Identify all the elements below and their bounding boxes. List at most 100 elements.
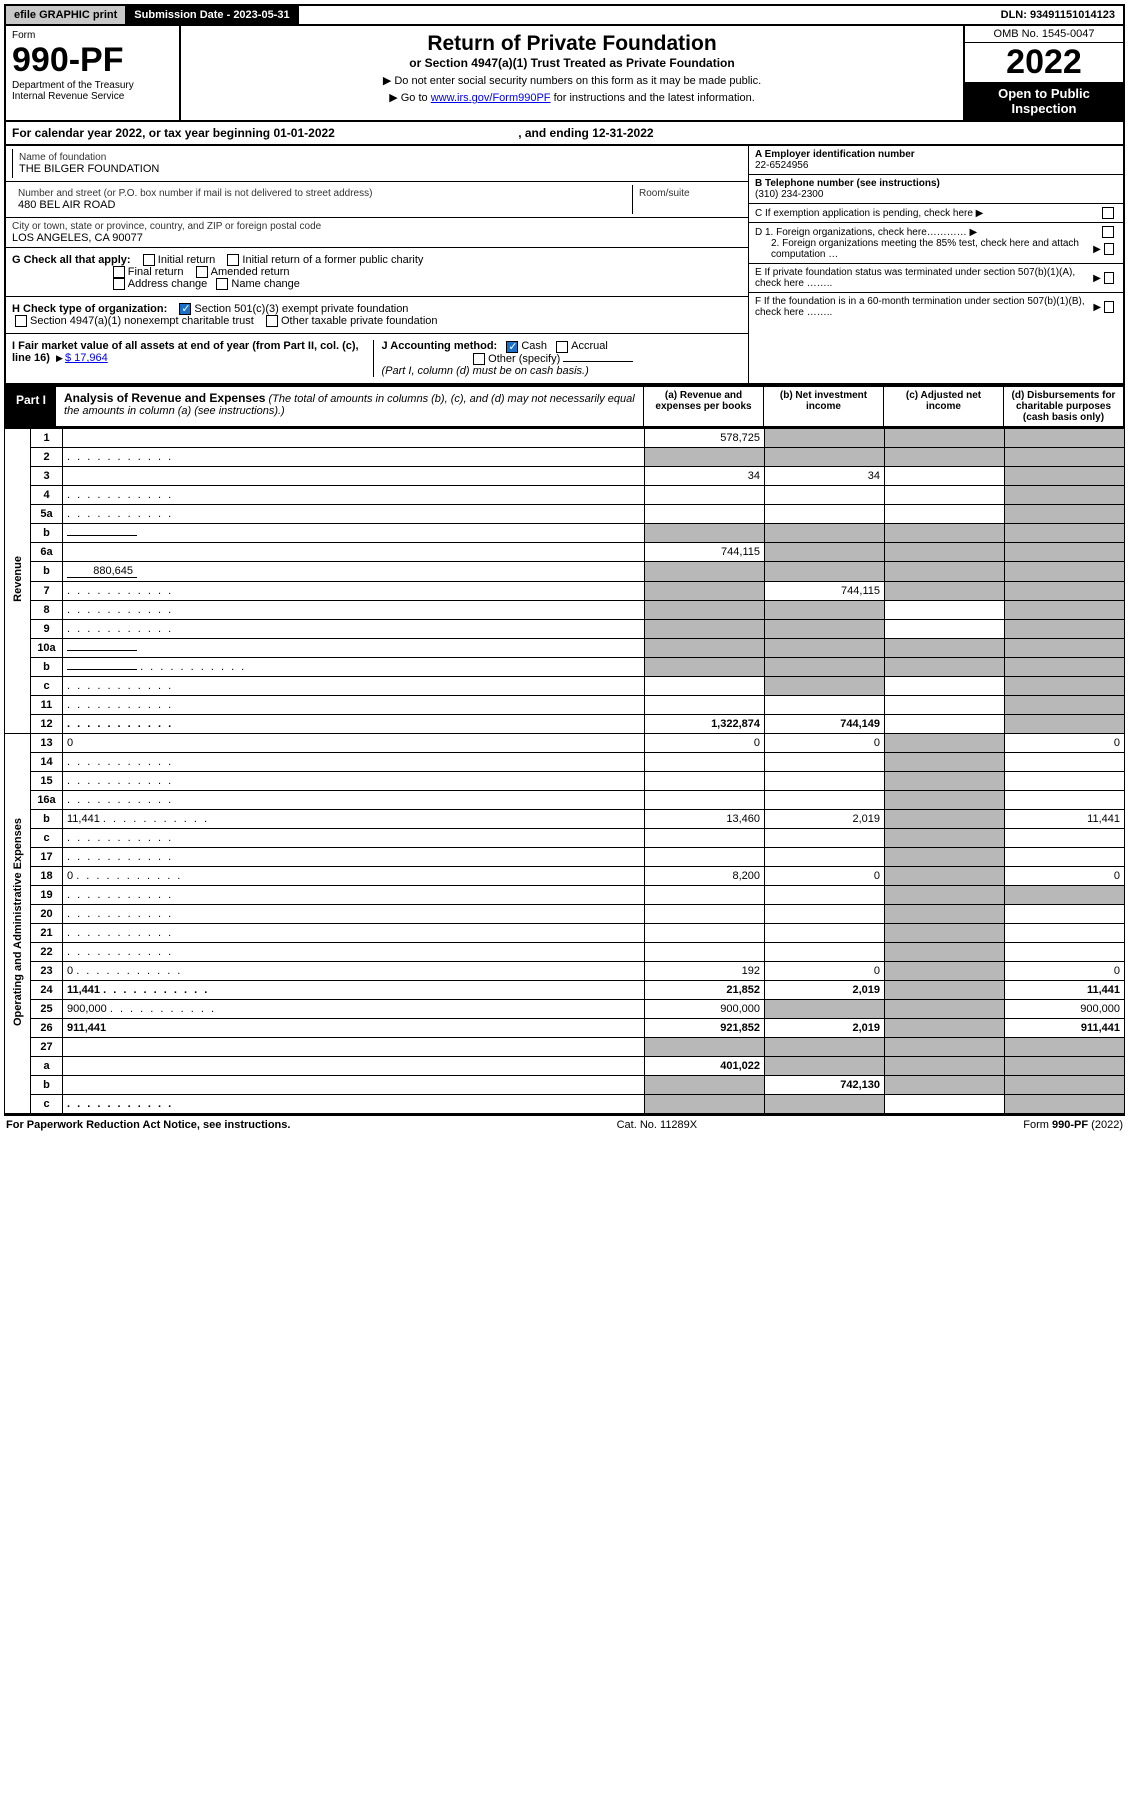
opt-initial-former: Initial return of a former public charit… (242, 254, 423, 266)
side-label-revenue: Revenue (5, 428, 31, 733)
amt-col-b (765, 428, 885, 447)
line-desc (63, 600, 645, 619)
amt-col-d: 11,441 (1005, 809, 1125, 828)
col-b-head: (b) Net investment income (763, 387, 883, 426)
table-row: Revenue1578,725 (5, 428, 1125, 447)
col-d-head: (d) Disbursements for charitable purpose… (1003, 387, 1123, 426)
opt-accrual: Accrual (571, 340, 608, 352)
chk-cash[interactable] (506, 341, 518, 353)
amt-col-d (1005, 428, 1125, 447)
calendar-year-row: For calendar year 2022, or tax year begi… (4, 122, 1125, 146)
chk-d2[interactable] (1104, 243, 1114, 255)
line-number: 24 (31, 980, 63, 999)
line-number: 4 (31, 485, 63, 504)
opt-amended-return: Amended return (211, 266, 290, 278)
amt-col-a: 401,022 (645, 1056, 765, 1075)
opt-other-taxable: Other taxable private foundation (281, 315, 438, 327)
amt-col-a: 13,460 (645, 809, 765, 828)
amt-col-c (885, 619, 1005, 638)
chk-other-taxable[interactable] (266, 315, 278, 327)
amt-col-b: 742,130 (765, 1075, 885, 1094)
amt-col-d (1005, 1037, 1125, 1056)
amt-col-d (1005, 714, 1125, 733)
table-row: 6a744,115 (5, 542, 1125, 561)
amt-col-a (645, 523, 765, 542)
amt-col-d (1005, 847, 1125, 866)
topbar: efile GRAPHIC print Submission Date - 20… (4, 4, 1125, 26)
chk-4947a1[interactable] (15, 315, 27, 327)
addr-label: Number and street (or P.O. box number if… (18, 188, 626, 199)
chk-initial-former[interactable] (227, 254, 239, 266)
amt-col-c (885, 600, 1005, 619)
line-number: 7 (31, 581, 63, 600)
g-label: G Check all that apply: (12, 254, 131, 266)
line-number: 17 (31, 847, 63, 866)
ein-value: 22-6524956 (755, 160, 808, 171)
chk-f[interactable] (1104, 301, 1114, 313)
amt-col-c (885, 980, 1005, 999)
cal-year-pre: For calendar year 2022, or tax year begi… (12, 126, 273, 140)
amt-col-c (885, 542, 1005, 561)
irs-label: Internal Revenue Service (12, 91, 173, 102)
section-g: G Check all that apply: Initial return I… (6, 248, 748, 297)
line-desc (63, 619, 645, 638)
city-label: City or town, state or province, country… (12, 221, 742, 232)
chk-c[interactable] (1102, 207, 1114, 219)
chk-final-return[interactable] (113, 266, 125, 278)
chk-name-change[interactable] (216, 278, 228, 290)
line-desc: 0 (63, 733, 645, 752)
amt-col-a (645, 619, 765, 638)
line-desc: 900,000 (63, 999, 645, 1018)
amt-col-d (1005, 1075, 1125, 1094)
section-h: H Check type of organization: Section 50… (6, 297, 748, 334)
line-desc (63, 676, 645, 695)
amt-col-c (885, 561, 1005, 581)
line-desc (63, 1094, 645, 1113)
amt-col-d (1005, 676, 1125, 695)
info-grid: Name of foundation THE BILGER FOUNDATION… (4, 146, 1125, 385)
table-row: 11 (5, 695, 1125, 714)
form-title: Return of Private Foundation (191, 32, 953, 56)
amt-col-c (885, 1037, 1005, 1056)
i-value[interactable]: $ 17,964 (65, 352, 108, 364)
efile-print-button[interactable]: efile GRAPHIC print (6, 6, 126, 24)
amt-col-b (765, 790, 885, 809)
line-desc (63, 428, 645, 447)
amt-col-c (885, 999, 1005, 1018)
amt-col-b (765, 1037, 885, 1056)
amt-col-c (885, 1018, 1005, 1037)
line-desc (63, 885, 645, 904)
amt-col-d (1005, 657, 1125, 676)
amt-col-b (765, 771, 885, 790)
amt-col-d (1005, 904, 1125, 923)
chk-accrual[interactable] (556, 341, 568, 353)
chk-e[interactable] (1104, 272, 1114, 284)
chk-other-method[interactable] (473, 353, 485, 365)
amt-col-d (1005, 638, 1125, 657)
chk-address-change[interactable] (113, 278, 125, 290)
amt-col-d: 911,441 (1005, 1018, 1125, 1037)
line-desc (63, 790, 645, 809)
instr-ssn: ▶ Do not enter social security numbers o… (191, 74, 953, 87)
amt-col-b (765, 542, 885, 561)
chk-d1[interactable] (1102, 226, 1114, 238)
form-subtitle: or Section 4947(a)(1) Trust Treated as P… (191, 56, 953, 70)
irs-link[interactable]: www.irs.gov/Form990PF (431, 92, 551, 104)
table-row: 19 (5, 885, 1125, 904)
table-row: 9 (5, 619, 1125, 638)
chk-amended-return[interactable] (196, 266, 208, 278)
amt-col-c (885, 942, 1005, 961)
chk-501c3[interactable] (179, 303, 191, 315)
amt-col-c (885, 752, 1005, 771)
line-number: c (31, 1094, 63, 1113)
line-desc (63, 504, 645, 523)
table-row: 16a (5, 790, 1125, 809)
line-desc (63, 904, 645, 923)
line-desc (63, 657, 645, 676)
line-number: 18 (31, 866, 63, 885)
amt-col-a (645, 504, 765, 523)
chk-initial-return[interactable] (143, 254, 155, 266)
table-row: 4 (5, 485, 1125, 504)
amt-col-d (1005, 790, 1125, 809)
table-row: 8 (5, 600, 1125, 619)
